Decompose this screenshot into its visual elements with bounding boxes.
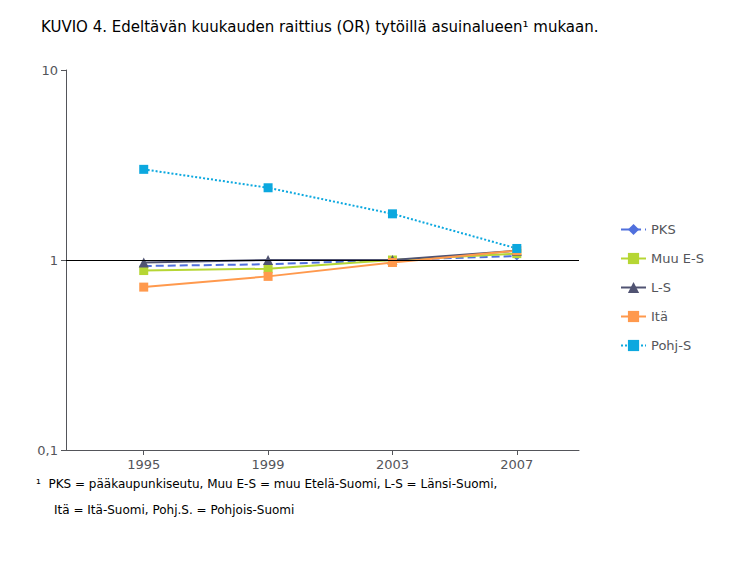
svg-text:Muu E-S: Muu E-S	[651, 251, 704, 266]
svg-text:1999: 1999	[252, 457, 285, 472]
svg-text:L-S: L-S	[651, 280, 671, 295]
svg-text:Pohj-S: Pohj-S	[651, 338, 691, 353]
svg-text:Itä = Itä-Suomi, Pohj.S. = Poh: Itä = Itä-Suomi, Pohj.S. = Pohjois-Suomi	[54, 503, 294, 517]
svg-text:Itä: Itä	[651, 309, 668, 324]
svg-text:KUVIO 4. Edeltävän kuukauden r: KUVIO 4. Edeltävän kuukauden raittius (O…	[41, 18, 598, 36]
svg-text:10: 10	[41, 63, 58, 78]
svg-text:1995: 1995	[127, 457, 160, 472]
svg-text:2003: 2003	[376, 457, 409, 472]
svg-text:¹ PKS = pääkaupunkiseutu, Muu: ¹ PKS = pääkaupunkiseutu, Muu E-S = muu …	[36, 477, 497, 491]
svg-text:1: 1	[50, 253, 58, 268]
svg-text:0,1: 0,1	[37, 443, 58, 458]
svg-text:2007: 2007	[500, 457, 533, 472]
svg-text:PKS: PKS	[651, 222, 676, 237]
